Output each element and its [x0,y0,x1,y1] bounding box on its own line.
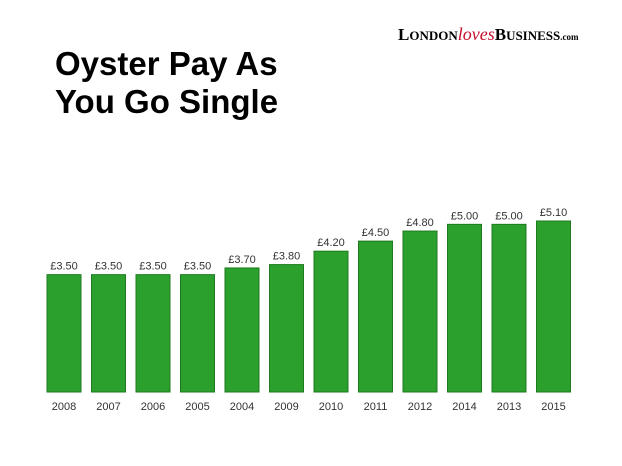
x-tick-label-2005: 2005 [185,401,209,413]
value-label-2004: £3.70 [228,254,256,266]
x-tick-label-2012: 2012 [408,401,432,413]
bar-2011 [358,240,393,393]
x-tick-label-2008: 2008 [52,401,76,413]
x-tick-label-2004: 2004 [230,401,254,413]
x-tick-label-2011: 2011 [364,401,388,413]
value-label-2005: £3.50 [184,261,212,273]
value-label-2010: £4.20 [317,237,345,249]
bar-2009 [269,264,304,393]
logo-london-initial: L [398,25,410,44]
bar-2012 [402,230,438,393]
bar-2010 [313,250,349,393]
x-tick-label-2007: 2007 [96,401,120,413]
bar-2005 [180,274,215,393]
value-label-2014: £5.00 [451,210,479,222]
logo-business-rest: USINESS [506,28,561,43]
logo-com: .com [560,32,579,42]
londonlovesbusiness-logo[interactable]: LONDONlovesBUSINESS.com [398,24,579,45]
x-tick-label-2015: 2015 [541,401,565,413]
bar-2015 [536,220,571,393]
value-label-2012: £4.80 [406,217,434,229]
bar-2004 [224,267,260,393]
x-tick-label-2009: 2009 [274,401,298,413]
value-label-2008: £3.50 [50,261,78,273]
value-label-2009: £3.80 [273,251,301,263]
x-tick-label-2013: 2013 [497,401,521,413]
value-label-2006: £3.50 [139,261,167,273]
bar-2007 [91,274,126,393]
logo-loves: loves [457,24,495,44]
value-label-2013: £5.00 [495,210,523,222]
chart-title: Oyster Pay As You Go Single [55,45,278,121]
value-label-2015: £5.10 [540,207,568,219]
logo-london-rest: ONDON [409,28,458,43]
x-tick-label-2006: 2006 [141,401,165,413]
x-tick-label-2014: 2014 [452,401,476,413]
value-label-2007: £3.50 [95,261,123,273]
bar-2014 [447,223,482,393]
bar-2008 [46,274,82,393]
chart-title-line-2: You Go Single [55,83,279,120]
value-label-2011: £4.50 [362,227,390,239]
bar-2013 [491,223,527,393]
x-tick-label-2010: 2010 [319,401,343,413]
chart-title-line-1: Oyster Pay As [55,45,278,82]
logo-business-initial: B [494,25,507,44]
bar-2006 [135,274,171,393]
